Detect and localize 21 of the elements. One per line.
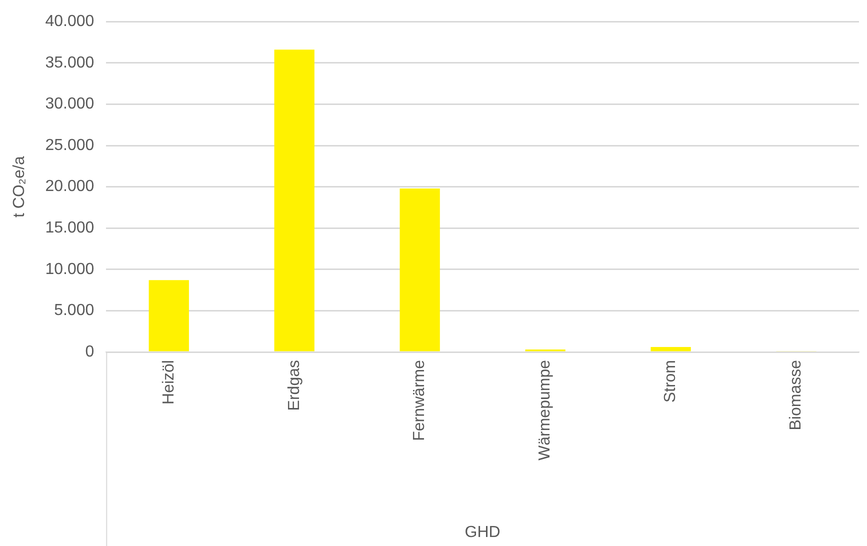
x-tick-label: Strom	[662, 360, 680, 403]
bar	[400, 188, 440, 352]
x-tick-label: Biomasse	[788, 360, 805, 430]
y-tick-label: 25.000	[45, 136, 94, 154]
bar	[148, 280, 189, 352]
x-axis-title: GHD	[464, 524, 500, 541]
y-axis-title: t CO₂e/a	[11, 156, 28, 218]
y-tick-label: 0	[85, 343, 94, 360]
y-tick-label: 40.000	[45, 13, 94, 30]
y-tick-label: 10.000	[45, 260, 94, 278]
x-tick-label: Fernwärme	[411, 360, 428, 441]
x-tick-label: Wärmepumpe	[536, 360, 554, 460]
x-tick-label: Erdgas	[286, 360, 303, 411]
x-tick-label: Heizöl	[160, 360, 178, 404]
y-tick-label: 30.000	[45, 96, 94, 113]
bar	[650, 347, 691, 352]
y-tick-label: 20.000	[45, 178, 94, 196]
y-tick-label: 5.000	[54, 302, 94, 320]
y-tick-label: 15.000	[45, 220, 94, 237]
bar	[274, 50, 314, 352]
y-tick-label: 35.000	[45, 54, 94, 72]
